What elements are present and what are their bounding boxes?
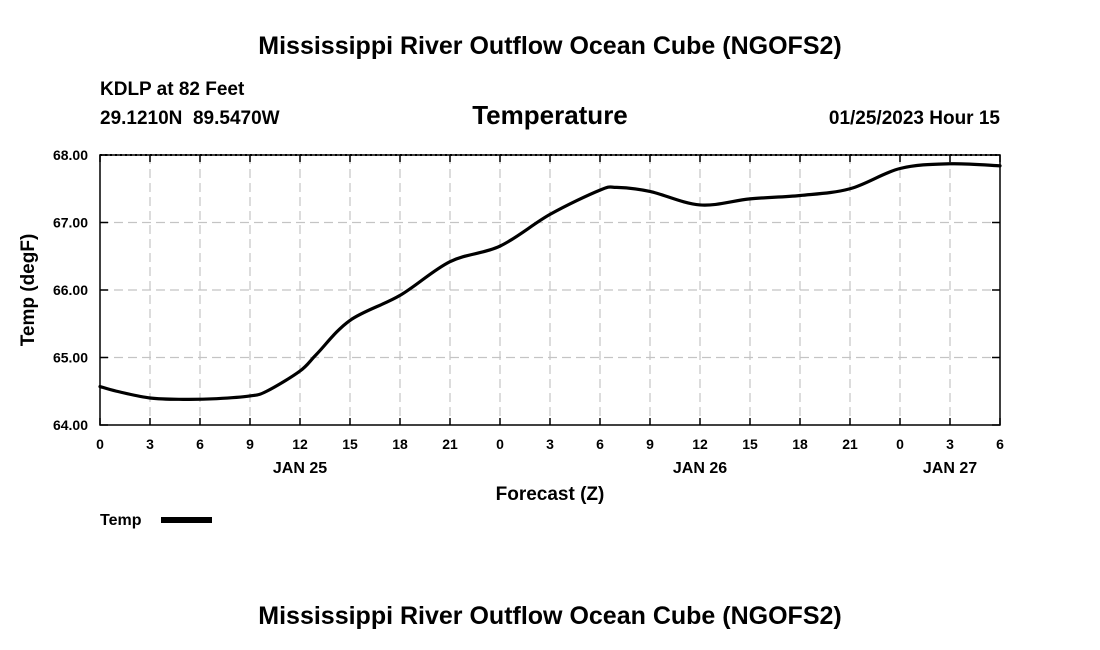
x-tick-label: 15: [742, 436, 758, 452]
x-tick-label: 9: [246, 436, 254, 452]
x-tick-label: 18: [392, 436, 408, 452]
x-axis-label: Forecast (Z): [496, 484, 605, 505]
x-tick-label: 3: [946, 436, 954, 452]
date-label: JAN 25: [273, 460, 327, 477]
x-tick-label: 15: [342, 436, 358, 452]
x-tick-label: 12: [292, 436, 308, 452]
x-tick-label: 12: [692, 436, 708, 452]
tick-labels: 0 3 6 9 12 15 18 21 0 3 6 9 12 15 18 21 0 3 6 64.00 65.00 66.…: [53, 147, 1004, 477]
y-tick-label: 64.00: [53, 417, 88, 433]
coordinates-label: 29.1210N 89.5470W: [100, 108, 280, 129]
x-tick-label: 6: [196, 436, 204, 452]
x-tick-label: 0: [896, 436, 904, 452]
chart-main-title: Mississippi River Outflow Ocean Cube (NG…: [258, 32, 841, 60]
x-tick-label: 6: [996, 436, 1004, 452]
station-label: KDLP at 82 Feet: [100, 79, 245, 100]
y-axis-label: Temp (degF): [18, 234, 39, 347]
y-tick-label: 66.00: [53, 282, 88, 298]
grid-lines: [100, 155, 1000, 425]
datetime-label: 01/25/2023 Hour 15: [829, 108, 1001, 129]
series-layer: [98, 162, 1002, 401]
date-label: JAN 26: [673, 460, 727, 477]
x-tick-label: 21: [442, 436, 458, 452]
x-tick-label: 9: [646, 436, 654, 452]
x-tick-label: 3: [146, 436, 154, 452]
x-tick-label: 21: [842, 436, 858, 452]
y-tick-label: 65.00: [53, 350, 88, 366]
x-tick-label: 18: [792, 436, 808, 452]
legend: Temp: [100, 512, 212, 529]
y-tick-label: 68.00: [53, 147, 88, 163]
date-label: JAN 27: [923, 460, 977, 477]
x-tick-label: 6: [596, 436, 604, 452]
footer-title: Mississippi River Outflow Ocean Cube (NG…: [258, 602, 841, 630]
plot-title: Temperature: [472, 100, 628, 130]
x-tick-label: 0: [496, 436, 504, 452]
series-line-temp: [98, 162, 1002, 401]
legend-label-temp: Temp: [100, 512, 142, 529]
x-tick-label: 0: [96, 436, 104, 452]
axis-ticks: [99, 154, 1001, 426]
y-tick-label: 67.00: [53, 215, 88, 231]
x-tick-label: 3: [546, 436, 554, 452]
